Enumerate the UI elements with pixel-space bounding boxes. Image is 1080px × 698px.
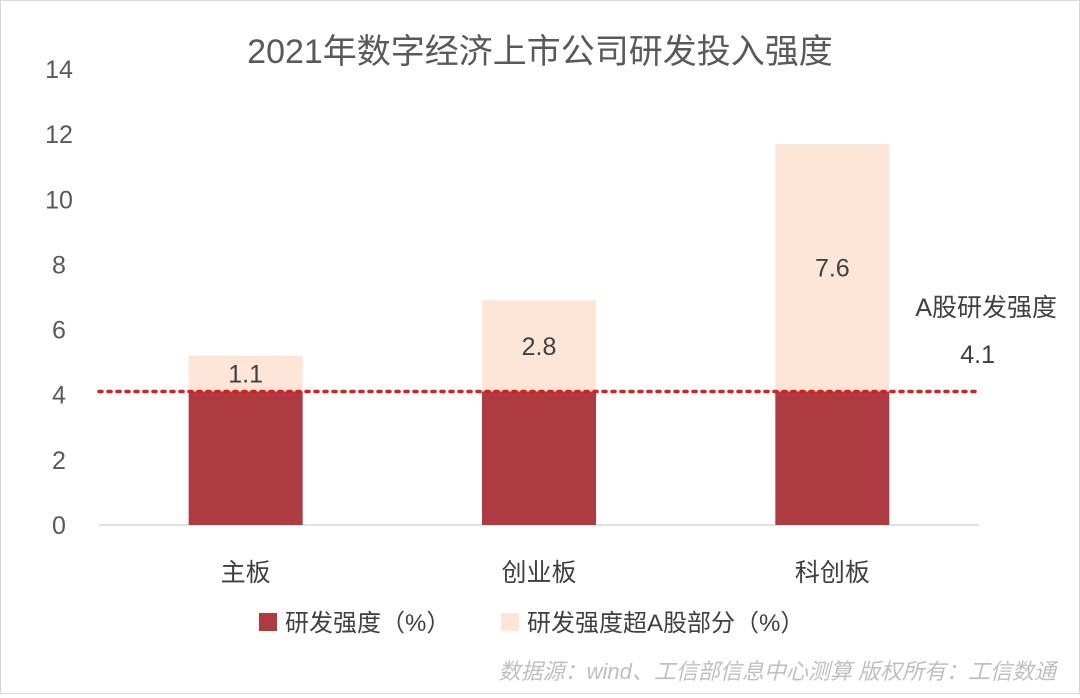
- x-category-label: 科创板: [795, 559, 870, 587]
- data-label: 7.6: [815, 255, 850, 283]
- y-tick-label: 10: [45, 186, 73, 214]
- y-tick-label: 2: [52, 447, 66, 475]
- reference-line-group: A股研发强度 4.1: [97, 294, 1057, 394]
- legend-label: 研发强度（%）: [285, 610, 450, 637]
- legend-swatch: [259, 613, 277, 631]
- data-label: 1.1: [228, 361, 263, 389]
- x-category-label: 主板: [221, 559, 271, 587]
- bar-segment-base: [482, 391, 596, 525]
- y-tick-label: 8: [52, 251, 66, 279]
- y-tick-label: 14: [45, 56, 73, 84]
- legend-label: 研发强度超A股部分（%）: [527, 610, 804, 637]
- bar-segment-excess: [482, 300, 596, 392]
- bar-segment-base: [775, 391, 890, 525]
- x-axis-categories: 主板 创业板 科创板: [221, 559, 870, 587]
- x-category-label: 创业板: [501, 559, 576, 587]
- y-tick-label: 0: [52, 512, 66, 540]
- chart-title: 2021年数字经济上市公司研发投入强度: [247, 33, 833, 71]
- data-label: 2.8: [522, 333, 557, 361]
- y-tick-label: 12: [45, 121, 73, 149]
- y-tick-label: 4: [52, 382, 66, 410]
- legend: 研发强度（%） 研发强度超A股部分（%）: [259, 610, 804, 637]
- legend-swatch: [501, 613, 519, 631]
- bar-segment-excess: [188, 355, 303, 392]
- bar-segment-excess: [775, 143, 890, 392]
- reference-line-label: A股研发强度: [915, 294, 1057, 322]
- bars: 1.1 2.8 7.6: [188, 143, 890, 525]
- bar-segment-base: [188, 391, 303, 525]
- reference-line-value: 4.1: [960, 341, 995, 369]
- source-note: 数据源：wind、工信部信息中心测算 版权所有：工信数通: [499, 659, 1059, 684]
- y-tick-label: 6: [52, 317, 66, 345]
